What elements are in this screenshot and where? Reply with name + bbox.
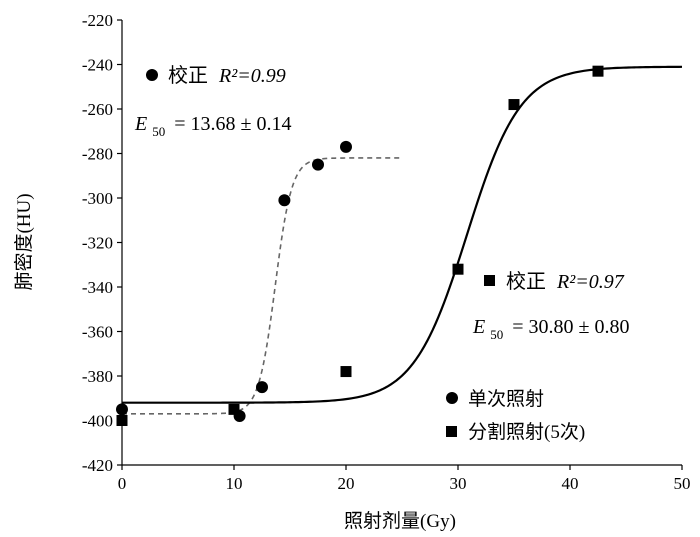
x-tick-label: 40 bbox=[562, 474, 579, 493]
y-axis-title: 肺密度(HU) bbox=[13, 193, 35, 290]
annotation-fraction-e50-value: = 30.80 ± 0.80 bbox=[512, 316, 629, 338]
y-tick-label: -400 bbox=[82, 412, 113, 431]
annotation-fraction-e50-sub: 50 bbox=[490, 327, 503, 342]
point-single bbox=[340, 140, 352, 153]
y-tick-label: -280 bbox=[82, 145, 113, 164]
point-fraction bbox=[340, 366, 352, 378]
annotation-single-correction: 校正 bbox=[168, 64, 208, 87]
annotation-fraction-r2: R²=0.97 bbox=[556, 271, 625, 293]
y-tick-label: -420 bbox=[82, 456, 113, 475]
annotation-single-e50: E 50 = 13.68 ± 0.14 bbox=[134, 113, 291, 141]
annotation-single-e50-symbol: E bbox=[134, 113, 147, 135]
legend-fraction-marker bbox=[446, 426, 457, 437]
fit-curve-single bbox=[122, 157, 402, 415]
x-tick-label: 30 bbox=[450, 474, 467, 493]
annotation-fraction-label: 校正 R²=0.97 bbox=[506, 270, 625, 293]
ticks: -220 -240 -260 -280 -300 -320 -340 -360 -380 -400… bbox=[82, 11, 691, 493]
x-tick-label: 20 bbox=[338, 474, 355, 493]
y-tick-label: -360 bbox=[82, 323, 113, 342]
point-single bbox=[278, 194, 291, 207]
annotation-single-label: 校正 R²=0.99 bbox=[168, 64, 286, 87]
point-fraction bbox=[116, 415, 128, 426]
data-points bbox=[116, 65, 604, 426]
legend-fraction-label: 分割照射(5次) bbox=[468, 421, 585, 443]
point-fraction bbox=[592, 65, 604, 77]
point-fraction bbox=[508, 99, 520, 111]
annotation-single-e50-value: = 13.68 ± 0.14 bbox=[174, 113, 291, 135]
y-tick-label: -220 bbox=[82, 11, 113, 30]
point-single bbox=[256, 381, 268, 394]
point-single bbox=[116, 403, 128, 416]
y-tick-label: -300 bbox=[82, 189, 113, 208]
y-tick-label: -240 bbox=[82, 56, 113, 75]
y-tick-label: -260 bbox=[82, 100, 113, 119]
point-fraction bbox=[228, 403, 240, 415]
x-axis-title: 照射剂量(Gy) bbox=[344, 510, 456, 532]
legend: 单次照射 分割照射(5次) bbox=[446, 388, 585, 443]
fit-curve-fraction bbox=[122, 65, 683, 404]
annotation-single-marker-icon bbox=[146, 69, 158, 81]
fit-curves bbox=[122, 65, 683, 415]
x-tick-label: 50 bbox=[674, 474, 691, 493]
annotation-fraction-correction: 校正 bbox=[506, 270, 546, 293]
annotation-fraction-e50-symbol: E bbox=[472, 316, 485, 338]
y-tick-label: -320 bbox=[82, 234, 113, 253]
annotation-single-r2: R²=0.99 bbox=[218, 65, 286, 87]
y-tick-label: -380 bbox=[82, 367, 113, 386]
x-tick-label: 10 bbox=[226, 474, 243, 493]
point-fraction bbox=[452, 263, 464, 275]
annotation-fraction-e50: E 50 = 30.80 ± 0.80 bbox=[472, 316, 629, 344]
legend-single-marker bbox=[446, 392, 458, 404]
annotation-single-e50-sub: 50 bbox=[152, 124, 165, 139]
y-tick-label: -340 bbox=[82, 278, 113, 297]
annotation-fraction-marker-icon bbox=[484, 275, 495, 286]
x-tick-label: 0 bbox=[118, 474, 127, 493]
legend-single-label: 单次照射 bbox=[468, 388, 544, 410]
point-single bbox=[312, 158, 324, 171]
